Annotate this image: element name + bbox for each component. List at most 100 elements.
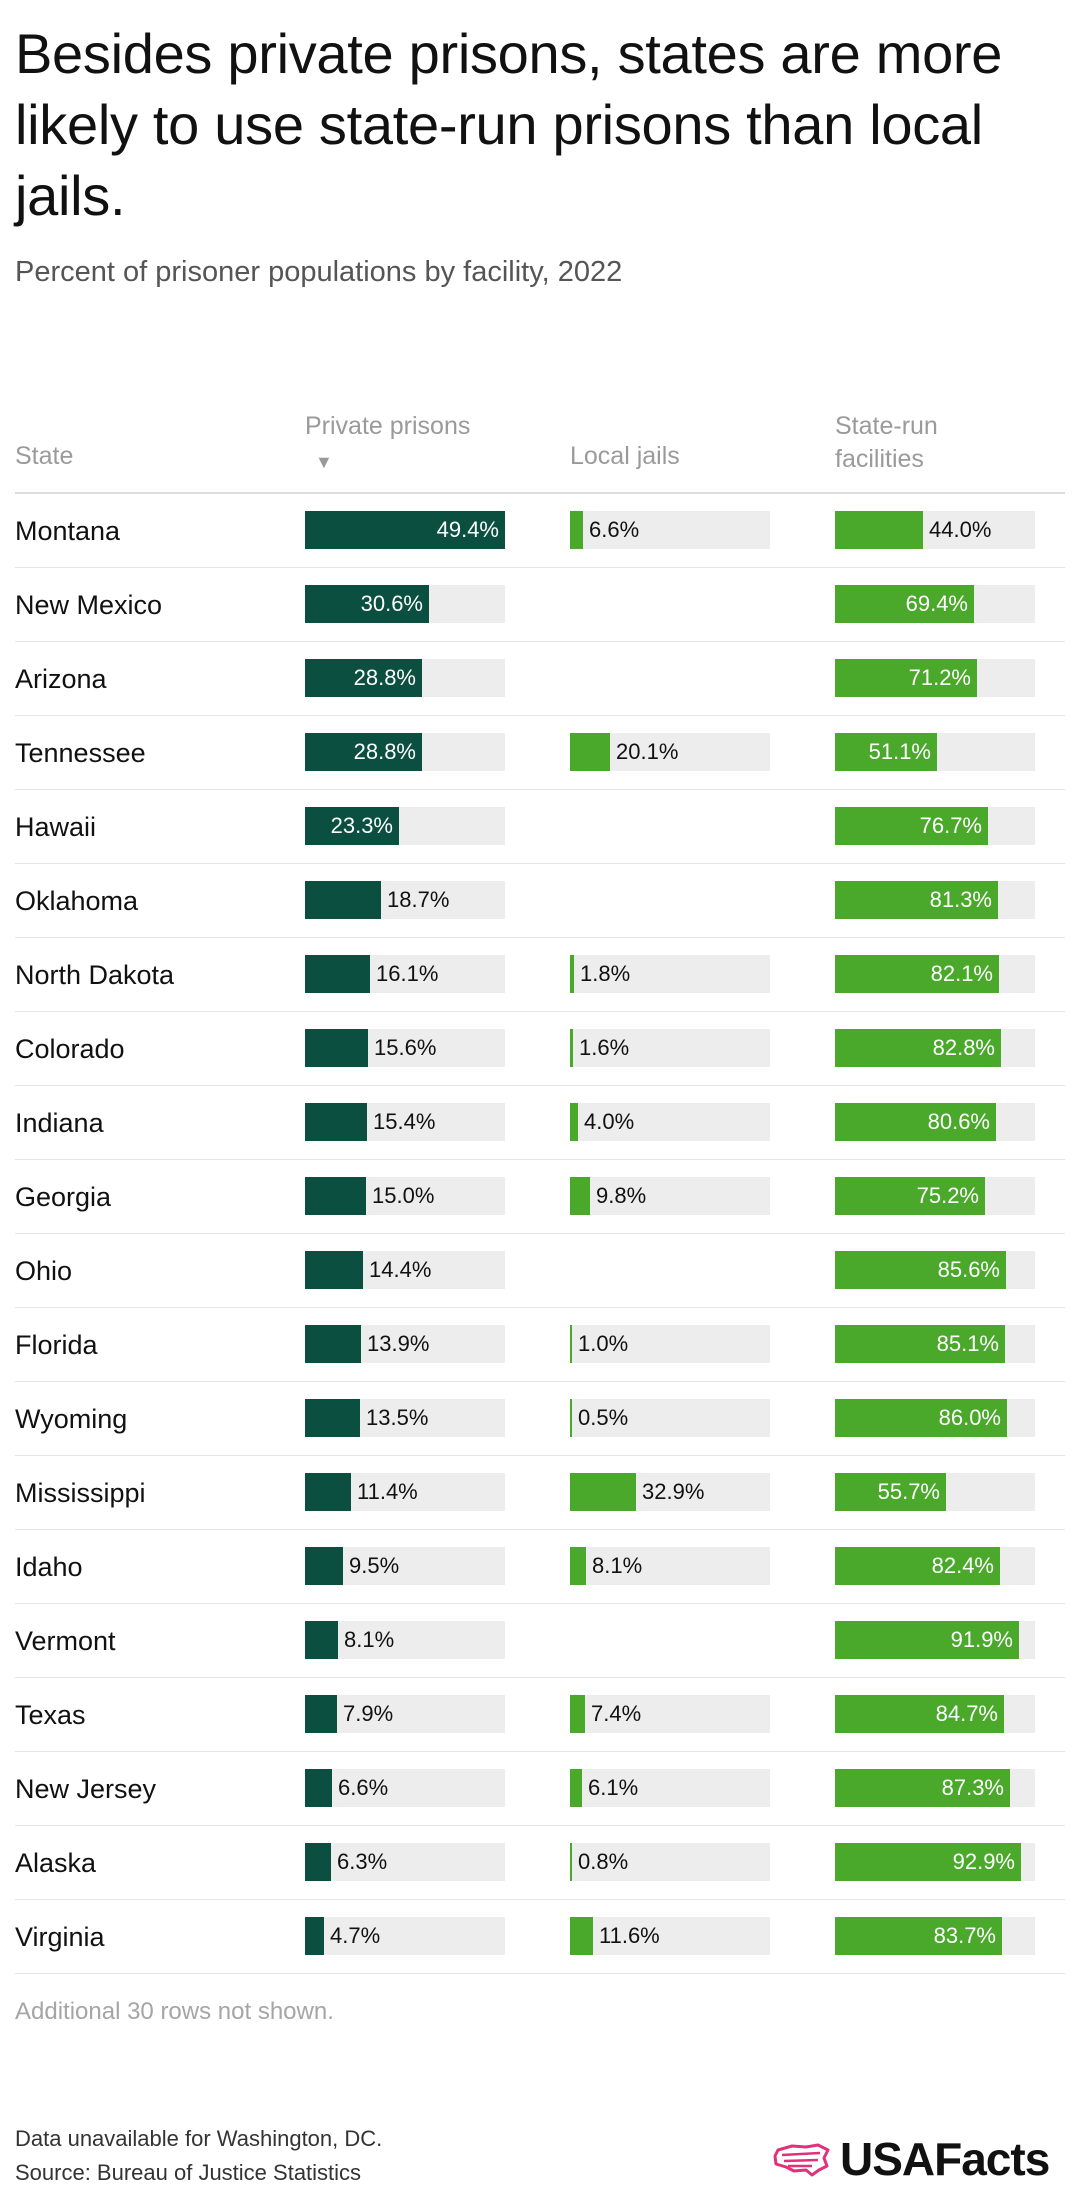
chart-title: Besides private prisons, states are more… (15, 22, 1003, 227)
local-jails-bar[interactable] (570, 1103, 578, 1141)
state-run-value-label: 44.0% (929, 517, 992, 542)
column-header-local-jails[interactable]: Local jails (570, 442, 680, 470)
local-jails-bar-track: 6.6% (570, 511, 770, 549)
private-prisons-bar[interactable] (305, 585, 429, 623)
state-run-bar-track: 85.1% (835, 1325, 1035, 1363)
row-divider (15, 1825, 1065, 1826)
private-prisons-bar-track: 11.4% (305, 1473, 505, 1511)
row-divider (15, 1529, 1065, 1530)
row-divider (15, 1159, 1065, 1160)
local-jails-bar[interactable] (570, 1473, 636, 1511)
local-jails-bar[interactable] (570, 1547, 586, 1585)
private-prisons-bar[interactable] (305, 1029, 368, 1067)
row-divider (15, 1677, 1065, 1678)
local-jails-bar[interactable] (570, 1399, 572, 1437)
state-run-bar-track: 85.6% (835, 1251, 1035, 1289)
local-jails-bar-track: 7.4% (570, 1695, 770, 1733)
state-run-bar[interactable] (835, 1917, 1002, 1955)
private-prisons-value-label: 4.7% (330, 1923, 381, 1948)
private-prisons-bar-track: 28.8% (305, 659, 505, 697)
local-jails-bar-track: 9.8% (570, 1177, 770, 1215)
private-prisons-value-label: 13.9% (367, 1331, 430, 1356)
state-run-value-label: 76.7% (919, 813, 982, 838)
state-run-bar[interactable] (835, 1103, 996, 1141)
private-prisons-bar[interactable] (305, 1473, 351, 1511)
state-run-bar[interactable] (835, 1399, 1007, 1437)
private-prisons-bar[interactable] (305, 1399, 360, 1437)
local-jails-bar-track: 1.6% (570, 1029, 770, 1067)
private-prisons-bar-track: 23.3% (305, 807, 505, 845)
state-run-bar[interactable] (835, 1621, 1019, 1659)
state-run-bar-track: 44.0% (835, 511, 1035, 549)
private-prisons-bar[interactable] (305, 659, 422, 697)
private-prisons-bar[interactable] (305, 1103, 367, 1141)
table-row: Oklahoma 18.7% 81.3% (15, 864, 1065, 938)
state-name: Vermont (15, 1626, 116, 1656)
local-jails-bar[interactable] (570, 1029, 573, 1067)
local-jails-bar[interactable] (570, 1695, 585, 1733)
usafacts-logo[interactable]: USAFacts (772, 2132, 1067, 2187)
state-run-bar[interactable] (835, 1325, 1005, 1363)
local-jails-bar[interactable] (570, 511, 583, 549)
local-jails-bar-track: 1.0% (570, 1325, 770, 1363)
local-jails-bar[interactable] (570, 733, 610, 771)
private-prisons-bar[interactable] (305, 733, 422, 771)
state-name: Georgia (15, 1182, 112, 1212)
state-run-bar-track: 80.6% (835, 1103, 1035, 1141)
state-run-bar[interactable] (835, 1843, 1021, 1881)
state-run-bar[interactable] (835, 881, 998, 919)
private-prisons-bar-track: 15.4% (305, 1103, 505, 1141)
column-header-state-run-facilities[interactable]: State-run facilities (835, 412, 938, 473)
column-header-private-prisons[interactable]: Private prisons (305, 412, 471, 440)
private-prisons-value-label: 16.1% (376, 961, 439, 986)
private-prisons-bar[interactable] (305, 955, 370, 993)
local-jails-bar[interactable] (570, 1177, 590, 1215)
state-run-value-label: 80.6% (927, 1109, 990, 1134)
private-prisons-bar-track: 18.7% (305, 881, 505, 919)
state-run-bar[interactable] (835, 1251, 1006, 1289)
local-jails-bar[interactable] (570, 1769, 582, 1807)
private-prisons-bar[interactable] (305, 1325, 361, 1363)
private-prisons-bar[interactable] (305, 1843, 331, 1881)
state-run-bar[interactable] (835, 733, 937, 771)
table-row: Mississippi 11.4% 32.9% 55.7% (15, 1456, 1065, 1530)
state-run-bar[interactable] (835, 1547, 1000, 1585)
state-run-bar[interactable] (835, 511, 923, 549)
private-prisons-bar[interactable] (305, 1621, 338, 1659)
private-prisons-bar[interactable] (305, 1917, 324, 1955)
sort-descending-icon[interactable]: ▼ (315, 452, 333, 472)
state-run-bar[interactable] (835, 807, 988, 845)
local-jails-bar-track: 0.8% (570, 1843, 770, 1881)
state-name: New Jersey (15, 1774, 157, 1804)
column-header-state[interactable]: State (15, 442, 74, 470)
private-prisons-bar[interactable] (305, 1251, 363, 1289)
private-prisons-value-label: 18.7% (387, 887, 450, 912)
private-prisons-bar[interactable] (305, 881, 381, 919)
state-name: Oklahoma (15, 886, 139, 916)
local-jails-bar[interactable] (570, 1325, 572, 1363)
state-run-bar[interactable] (835, 585, 974, 623)
local-jails-value-label: 32.9% (642, 1479, 705, 1504)
private-prisons-bar[interactable] (305, 1547, 343, 1585)
local-jails-bar[interactable] (570, 1917, 593, 1955)
private-prisons-value-label: 15.6% (374, 1035, 437, 1060)
state-run-bar[interactable] (835, 955, 999, 993)
private-prisons-bar[interactable] (305, 807, 399, 845)
local-jails-bar[interactable] (570, 955, 574, 993)
chart-subtitle: Percent of prisoner populations by facil… (15, 256, 623, 288)
state-run-bar[interactable] (835, 1177, 985, 1215)
state-run-bar[interactable] (835, 1695, 1004, 1733)
local-jails-bar[interactable] (570, 1843, 572, 1881)
private-prisons-bar[interactable] (305, 1695, 337, 1733)
private-prisons-bar[interactable] (305, 1177, 366, 1215)
state-run-bar[interactable] (835, 1769, 1010, 1807)
state-run-bar[interactable] (835, 1473, 946, 1511)
state-run-bar[interactable] (835, 659, 977, 697)
state-run-bar[interactable] (835, 1029, 1001, 1067)
private-prisons-bar[interactable] (305, 511, 505, 549)
table-row: Idaho 9.5% 8.1% 82.4% (15, 1530, 1065, 1604)
state-run-value-label: 92.9% (952, 1849, 1015, 1874)
private-prisons-bar-track: 6.3% (305, 1843, 505, 1881)
private-prisons-bar[interactable] (305, 1769, 332, 1807)
local-jails-bar-track: 1.8% (570, 955, 770, 993)
